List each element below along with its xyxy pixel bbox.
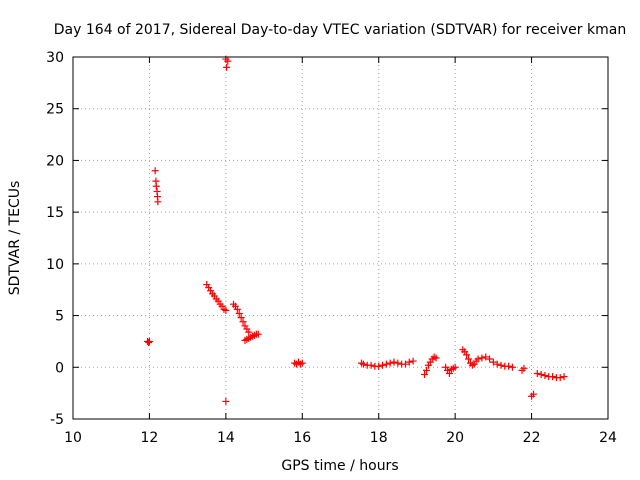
y-tick-label: 25 [46, 102, 64, 118]
data-point [382, 360, 390, 368]
x-axis-label: GPS time / hours [281, 458, 398, 474]
y-tick-label: 30 [46, 50, 64, 66]
plot-frame [72, 56, 609, 420]
data-point [367, 361, 375, 369]
data-point [239, 318, 247, 326]
y-axis-label: SDTVAR / TECUs [7, 181, 23, 296]
data-point [145, 338, 153, 346]
y-tick-label: 20 [46, 153, 64, 169]
data-point [233, 305, 241, 313]
data-point [465, 355, 473, 363]
data-point [298, 359, 306, 367]
data-point [474, 355, 482, 363]
y-tick-label: 15 [46, 205, 64, 221]
data-point [541, 372, 549, 380]
data-point [533, 369, 541, 377]
data-point [254, 330, 262, 338]
data-point [394, 359, 402, 367]
data-point [222, 397, 230, 405]
data-point [154, 198, 162, 206]
data-point [401, 360, 409, 368]
data-point [409, 357, 417, 365]
x-tick-label: 18 [370, 430, 388, 446]
data-point [445, 369, 453, 377]
x-tick-label: 10 [64, 430, 82, 446]
data-point [405, 358, 413, 366]
x-tick-label: 20 [446, 430, 464, 446]
data-point [222, 306, 230, 314]
data-point [224, 57, 232, 65]
data-point [520, 364, 528, 372]
data-point [237, 314, 245, 322]
data-point [537, 371, 545, 379]
data-point [463, 351, 471, 359]
y-tick-labels: -5 0 5 10 15 20 25 30 [46, 50, 64, 428]
x-tick-label: 16 [293, 430, 311, 446]
chart-title: Day 164 of 2017, Sidereal Day-to-day VTE… [54, 22, 626, 38]
data-point [421, 371, 429, 379]
data-point [497, 361, 505, 369]
x-tick-label: 14 [217, 430, 235, 446]
y-tick-label: 10 [46, 257, 64, 273]
data-point [235, 310, 243, 318]
grid-lines [73, 57, 608, 419]
data-point [145, 337, 153, 345]
x-tick-label: 12 [141, 430, 159, 446]
y-tick-label: -5 [50, 412, 64, 428]
data-point [245, 328, 253, 336]
data-point [560, 373, 568, 381]
x-tick-label: 22 [523, 430, 541, 446]
data-points [144, 55, 568, 405]
data-point [432, 354, 440, 362]
data-point [482, 353, 490, 361]
data-point [486, 355, 494, 363]
data-point [508, 363, 516, 371]
data-point [379, 361, 387, 369]
data-point [375, 362, 383, 370]
y-tick-label: 0 [55, 360, 64, 376]
y-tick-label: 5 [55, 309, 64, 325]
data-point [556, 374, 564, 382]
data-point [489, 358, 497, 366]
data-point [478, 354, 486, 362]
data-point [549, 373, 557, 381]
x-tick-label: 24 [599, 430, 617, 446]
x-tick-labels: 10 12 14 16 18 20 22 24 [64, 430, 617, 446]
data-point [505, 362, 513, 370]
data-point [451, 363, 459, 371]
data-point [152, 182, 160, 190]
data-point [151, 167, 159, 175]
data-point [529, 390, 537, 398]
data-point [493, 360, 501, 368]
data-point [386, 359, 394, 367]
data-point [390, 358, 398, 366]
data-point [223, 63, 231, 71]
data-point [359, 360, 367, 368]
data-point [422, 366, 430, 374]
